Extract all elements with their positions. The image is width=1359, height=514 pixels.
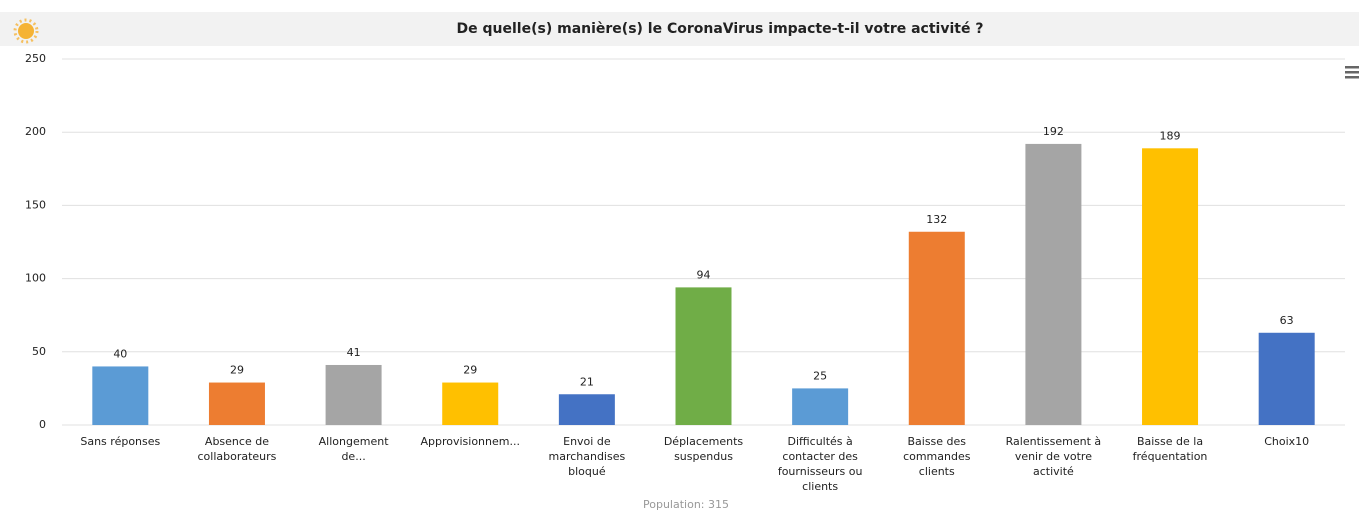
- x-tick-label: Allongement de...: [319, 435, 390, 463]
- x-tick-label: Absence de collaborateurs: [197, 435, 276, 463]
- bar: [1258, 332, 1315, 425]
- y-tick-label: 100: [25, 272, 46, 285]
- y-tick-label: 50: [32, 345, 46, 358]
- x-tick-label: Ralentissement à venir de votre activité: [1006, 435, 1102, 478]
- x-tick-label: Baisse des commandes clients: [903, 435, 971, 478]
- data-label: 132: [926, 213, 947, 226]
- bar: [558, 394, 615, 425]
- x-tick-label: Sans réponses: [80, 435, 160, 448]
- data-label: 94: [697, 268, 711, 281]
- data-label: 41: [347, 346, 361, 359]
- chart-title: De quelle(s) manière(s) le CoronaVirus i…: [457, 21, 984, 37]
- bar: [208, 382, 265, 425]
- x-tick-label: Approvisionnem...: [420, 435, 520, 448]
- sun-icon: [13, 18, 39, 44]
- bar: [442, 382, 499, 425]
- bar: [1025, 143, 1082, 426]
- data-label: 29: [230, 364, 244, 377]
- title-bar: [0, 12, 1359, 46]
- bar: [1142, 148, 1199, 425]
- subtitle: Population: 315: [643, 498, 729, 510]
- data-label: 40: [113, 347, 127, 360]
- x-tick-label: Déplacements suspendus: [664, 435, 744, 463]
- y-tick-label: 150: [25, 198, 46, 211]
- x-tick-label: Choix10: [1264, 435, 1309, 448]
- y-tick-label: 250: [25, 52, 46, 65]
- data-label: 63: [1280, 314, 1294, 327]
- bar: [325, 364, 382, 425]
- y-tick-label: 0: [39, 418, 46, 431]
- bar: [908, 231, 965, 425]
- data-label: 25: [813, 369, 827, 382]
- menu-icon[interactable]: [1345, 66, 1359, 79]
- bar: [92, 366, 149, 425]
- y-tick-label: 200: [25, 125, 46, 138]
- data-label: 192: [1043, 125, 1064, 138]
- x-tick-label: Envoi de marchandises bloqué: [548, 435, 625, 478]
- x-tick-label: Difficultés à contacter des fournisseurs o…: [778, 435, 863, 493]
- bar: [675, 287, 732, 425]
- data-label: 189: [1160, 129, 1181, 142]
- x-tick-label: Baisse de la fréquentation: [1133, 435, 1208, 463]
- bar: [792, 388, 849, 425]
- data-label: 21: [580, 375, 594, 388]
- data-label: 29: [463, 364, 477, 377]
